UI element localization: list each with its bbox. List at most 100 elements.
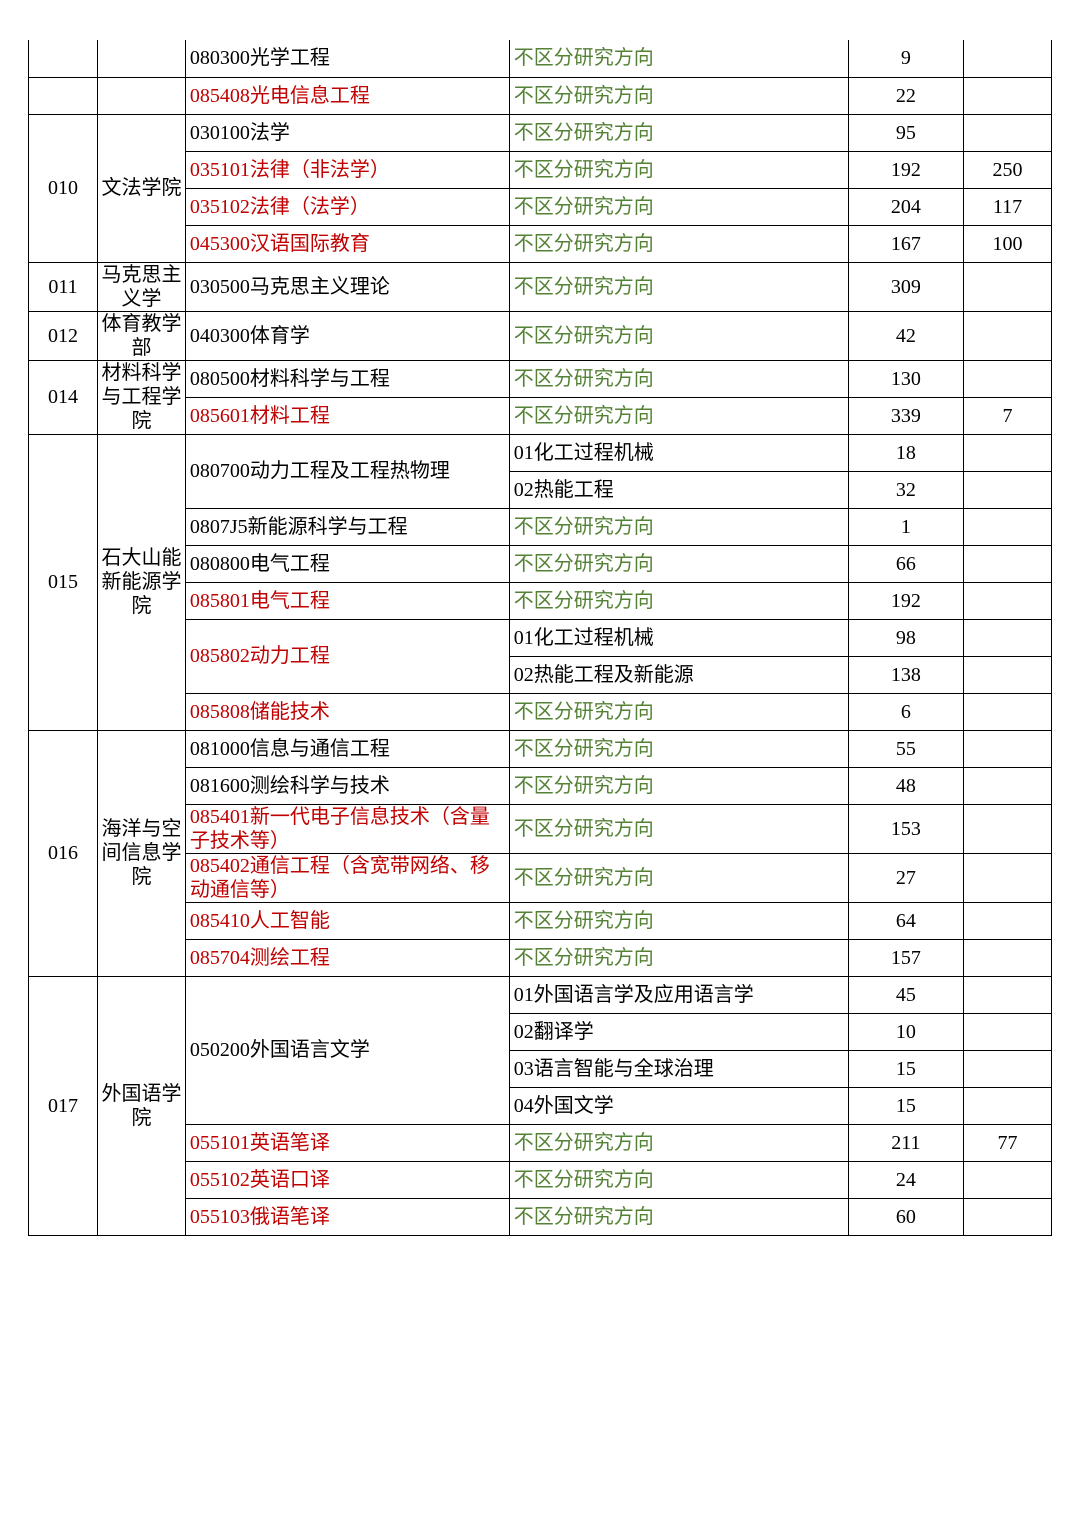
table-row: 014材料科学与工程学院080500材料科学与工程不区分研究方向130	[29, 360, 1052, 397]
count-2: 7	[964, 397, 1052, 434]
count-1: 6	[848, 693, 963, 730]
count-1: 66	[848, 545, 963, 582]
count-2	[964, 114, 1052, 151]
major-name: 045300汉语国际教育	[185, 225, 509, 262]
table-row: 015石大山能新能源学院080700动力工程及工程热物理01化工过程机械18	[29, 434, 1052, 471]
major-name: 035102法律（法学）	[185, 188, 509, 225]
major-name: 0807J5新能源科学与工程	[185, 508, 509, 545]
count-2	[964, 767, 1052, 804]
count-1: 9	[848, 40, 963, 77]
count-1: 95	[848, 114, 963, 151]
count-1: 15	[848, 1087, 963, 1124]
count-1: 10	[848, 1013, 963, 1050]
major-name: 055102英语口译	[185, 1161, 509, 1198]
dept-code: 012	[29, 311, 98, 360]
table-row: 085408光电信息工程不区分研究方向22	[29, 77, 1052, 114]
direction: 不区分研究方向	[509, 804, 848, 853]
count-1: 64	[848, 902, 963, 939]
direction: 不区分研究方向	[509, 767, 848, 804]
direction: 不区分研究方向	[509, 114, 848, 151]
count-1: 55	[848, 730, 963, 767]
dept-name: 文法学院	[98, 114, 186, 262]
major-name: 085802动力工程	[185, 619, 509, 693]
count-2	[964, 434, 1052, 471]
major-name: 081000信息与通信工程	[185, 730, 509, 767]
count-1: 157	[848, 939, 963, 976]
dept-name: 材料科学与工程学院	[98, 360, 186, 434]
direction: 02翻译学	[509, 1013, 848, 1050]
direction: 02热能工程及新能源	[509, 656, 848, 693]
majors-table: 080300光学工程不区分研究方向9085408光电信息工程不区分研究方向220…	[28, 40, 1052, 1236]
major-name: 055103俄语笔译	[185, 1198, 509, 1235]
count-1: 211	[848, 1124, 963, 1161]
direction: 不区分研究方向	[509, 730, 848, 767]
count-2	[964, 1161, 1052, 1198]
major-name: 085704测绘工程	[185, 939, 509, 976]
dept-name: 外国语学院	[98, 976, 186, 1235]
count-1: 45	[848, 976, 963, 1013]
count-2	[964, 40, 1052, 77]
direction: 不区分研究方向	[509, 1124, 848, 1161]
direction: 不区分研究方向	[509, 902, 848, 939]
count-2	[964, 656, 1052, 693]
direction: 不区分研究方向	[509, 188, 848, 225]
direction: 不区分研究方向	[509, 262, 848, 311]
dept-code: 016	[29, 730, 98, 976]
count-2	[964, 1050, 1052, 1087]
count-2	[964, 853, 1052, 902]
table-row: 012体育教学部040300体育学不区分研究方向42	[29, 311, 1052, 360]
table-row: 010文法学院030100法学不区分研究方向95	[29, 114, 1052, 151]
direction: 02热能工程	[509, 471, 848, 508]
major-name: 040300体育学	[185, 311, 509, 360]
count-1: 98	[848, 619, 963, 656]
count-1: 24	[848, 1161, 963, 1198]
direction: 不区分研究方向	[509, 311, 848, 360]
count-1: 42	[848, 311, 963, 360]
count-1: 22	[848, 77, 963, 114]
dept-code: 014	[29, 360, 98, 434]
count-2	[964, 582, 1052, 619]
count-2: 117	[964, 188, 1052, 225]
count-2	[964, 1087, 1052, 1124]
major-name: 055101英语笔译	[185, 1124, 509, 1161]
direction: 01化工过程机械	[509, 434, 848, 471]
direction: 不区分研究方向	[509, 939, 848, 976]
major-name: 085601材料工程	[185, 397, 509, 434]
count-1: 48	[848, 767, 963, 804]
count-2: 77	[964, 1124, 1052, 1161]
count-1: 18	[848, 434, 963, 471]
major-name: 030100法学	[185, 114, 509, 151]
direction: 01化工过程机械	[509, 619, 848, 656]
dept-code: 011	[29, 262, 98, 311]
major-name: 085408光电信息工程	[185, 77, 509, 114]
count-2	[964, 619, 1052, 656]
count-1: 192	[848, 151, 963, 188]
count-2	[964, 360, 1052, 397]
direction: 不区分研究方向	[509, 397, 848, 434]
direction: 不区分研究方向	[509, 508, 848, 545]
count-2	[964, 804, 1052, 853]
major-name: 085410人工智能	[185, 902, 509, 939]
dept-code: 017	[29, 976, 98, 1235]
count-2	[964, 311, 1052, 360]
dept-name: 体育教学部	[98, 311, 186, 360]
direction: 04外国文学	[509, 1087, 848, 1124]
direction: 不区分研究方向	[509, 360, 848, 397]
major-name: 080300光学工程	[185, 40, 509, 77]
major-name: 081600测绘科学与技术	[185, 767, 509, 804]
count-2	[964, 939, 1052, 976]
major-name: 080800电气工程	[185, 545, 509, 582]
count-2	[964, 730, 1052, 767]
table-row: 080300光学工程不区分研究方向9	[29, 40, 1052, 77]
count-2	[964, 1013, 1052, 1050]
dept-name	[98, 40, 186, 77]
count-1: 1	[848, 508, 963, 545]
dept-name: 石大山能新能源学院	[98, 434, 186, 730]
count-2	[964, 545, 1052, 582]
majors-tbody: 080300光学工程不区分研究方向9085408光电信息工程不区分研究方向220…	[29, 40, 1052, 1235]
major-name: 080500材料科学与工程	[185, 360, 509, 397]
count-1: 32	[848, 471, 963, 508]
count-2	[964, 77, 1052, 114]
major-name: 085402通信工程（含宽带网络、移动通信等）	[185, 853, 509, 902]
count-1: 15	[848, 1050, 963, 1087]
